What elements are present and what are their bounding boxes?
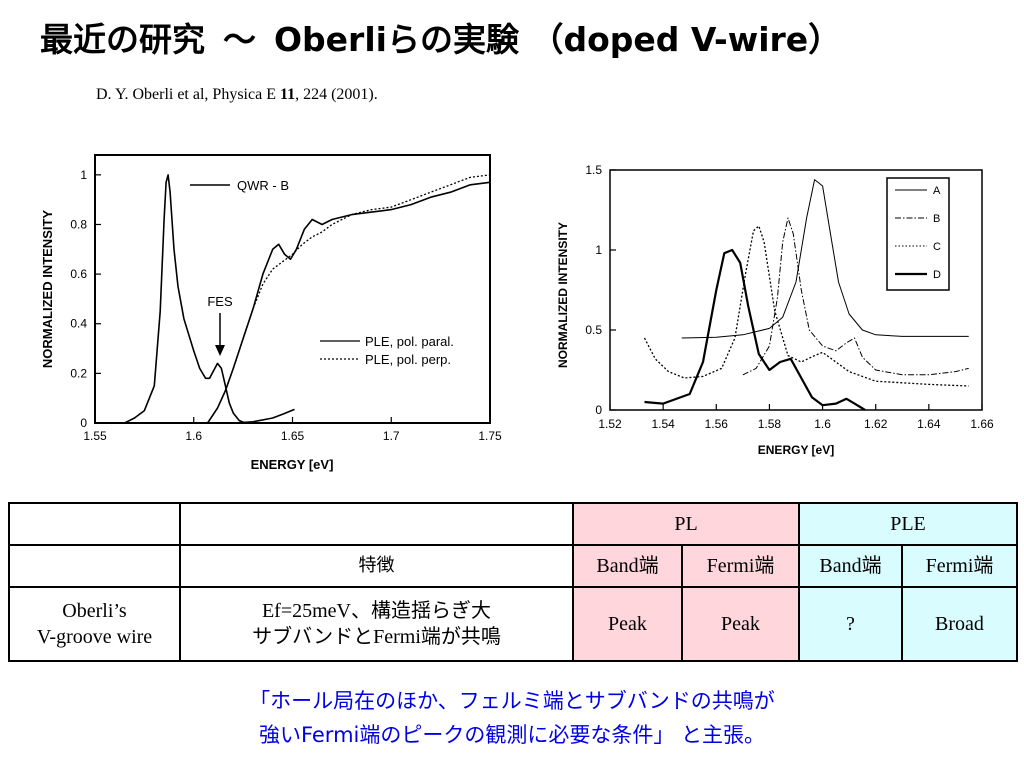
left-legend-qwr: QWR - B [237, 178, 289, 193]
row-label-line1: Oberli’s [62, 600, 127, 622]
series-line-2 [206, 181, 491, 424]
right-ylabel: NORMALIZED INTENSITY [556, 222, 570, 368]
x-tick-label: 1.52 [598, 417, 622, 431]
y-tick-label: 0.8 [70, 217, 87, 231]
left-annotation-fes: FES [207, 294, 233, 309]
left-chart: 1.55 1.6 1.65 1.7 1.75 0 0.2 0.4 0.6 0.8 1 NORMALI… [40, 154, 502, 472]
x-tick-label: 1.6 [185, 429, 202, 443]
row-label-line2: V-groove wire [36, 626, 153, 648]
title-main: 最近の研究 [40, 20, 205, 59]
citation: D. Y. Oberli et al, Physica E 11, 224 (2… [96, 86, 378, 104]
left-plot-area [124, 174, 491, 424]
title-sub: Oberliらの実験 [274, 20, 519, 59]
y-tick-label: 0.6 [70, 267, 87, 281]
table-row: Oberli’s V-groove wire Ef=25meV、構造揺らぎ大 サ… [8, 586, 1018, 662]
y-tick-label: 0.2 [70, 366, 87, 380]
series-line-1 [233, 408, 295, 424]
y-tick-label: 0 [595, 403, 602, 417]
right-plot-area [643, 179, 969, 411]
table-cell-empty [8, 502, 181, 546]
x-tick-label: 1.55 [83, 429, 107, 443]
y-tick-label: 0 [80, 416, 87, 430]
x-tick-label: 1.6 [814, 417, 831, 431]
table-row: 特徴 Band端 Fermi端 Band端 Fermi端 [8, 544, 1018, 588]
x-tick-label: 1.64 [917, 417, 941, 431]
table-header-feature: 特徴 [179, 544, 574, 588]
right-legend-d: D [933, 269, 941, 281]
table-subheader-ple-band: Band端 [798, 544, 903, 588]
right-legend-box [886, 177, 950, 291]
left-legend-paral: PLE, pol. paral. [365, 334, 454, 349]
y-tick-label: 1 [80, 168, 87, 182]
table-header-pl: PL [572, 502, 800, 546]
table-row-label: Oberli’s V-groove wire [8, 586, 181, 662]
conclusion-line2: 強いFermi端のピークの観測に必要な条件」 と主張。 [258, 723, 766, 747]
feature-line1: Ef=25meV、構造揺らぎ大 [261, 600, 492, 622]
y-tick-label: 0.5 [585, 323, 602, 337]
right-legend-b: B [933, 213, 940, 225]
left-annotation-arrowhead [215, 345, 225, 356]
left-ylabel: NORMALIZED INTENSITY [40, 210, 55, 368]
table-subheader-pl-band: Band端 [572, 544, 683, 588]
slide-title: 最近の研究 ～ Oberliらの実験 （doped V-wire） [40, 18, 1010, 62]
conclusion-line1: 「ホール局在のほか、フェルミ端とサブバンドの共鳴が [249, 689, 775, 713]
series-line-2 [643, 225, 969, 387]
x-tick-label: 1.7 [383, 429, 400, 443]
table-subheader-pl-fermi: Fermi端 [681, 544, 800, 588]
series-line-0 [681, 179, 969, 339]
title-paren: （doped V-wire） [530, 20, 842, 59]
table-cell-ple-fermi: Broad [901, 586, 1018, 662]
table-row: PL PLE [8, 502, 1018, 546]
right-legend-c: C [933, 241, 941, 253]
citation-volume: 11 [279, 86, 296, 103]
x-tick-label: 1.75 [478, 429, 502, 443]
table-cell-pl-band: Peak [572, 586, 683, 662]
series-line-1 [742, 217, 969, 376]
title-separator: ～ [223, 20, 256, 59]
right-chart: 1.52 1.54 1.56 1.58 1.6 1.62 1.64 1.6600.511.5 … [556, 163, 994, 457]
table-subheader-ple-fermi: Fermi端 [901, 544, 1018, 588]
series-line-3 [644, 248, 866, 411]
x-tick-label: 1.54 [651, 417, 675, 431]
conclusion-text: 「ホール局在のほか、フェルミ端とサブバンドの共鳴が 強いFermi端のピークの観… [0, 684, 1024, 752]
x-tick-label: 1.66 [970, 417, 994, 431]
citation-post: , 224 (2001). [295, 86, 378, 103]
y-tick-label: 1.5 [585, 163, 602, 177]
left-ticks: 1.55 1.6 1.65 1.7 1.75 0 0.2 0.4 0.6 0.8 1 [70, 168, 502, 443]
table-cell-pl-fermi: Peak [681, 586, 800, 662]
right-legend-a: A [933, 185, 941, 197]
right-xlabel: ENERGY [eV] [758, 443, 834, 457]
x-tick-label: 1.65 [281, 429, 305, 443]
series-line-3 [207, 174, 491, 424]
citation-pre: D. Y. Oberli et al, Physica E [96, 86, 280, 103]
feature-line2: サブバンドとFermi端が共鳴 [252, 626, 501, 648]
table-header-ple: PLE [798, 502, 1018, 546]
y-tick-label: 1 [595, 243, 602, 257]
y-tick-label: 0.4 [70, 317, 87, 331]
left-legend-perp: PLE, pol. perp. [365, 352, 451, 367]
table-cell-empty [8, 544, 181, 588]
x-tick-label: 1.56 [705, 417, 729, 431]
table-feature-cell: Ef=25meV、構造揺らぎ大 サブバンドとFermi端が共鳴 [179, 586, 574, 662]
right-ticks: 1.52 1.54 1.56 1.58 1.6 1.62 1.64 1.66 0 0.5 1 1.5 [585, 163, 994, 431]
table-cell-ple-band: ? [798, 586, 903, 662]
x-tick-label: 1.62 [864, 417, 888, 431]
x-tick-label: 1.58 [758, 417, 782, 431]
left-xlabel: ENERGY [eV] [251, 457, 334, 472]
right-plot-frame [609, 169, 983, 411]
table-cell-empty [179, 502, 574, 546]
summary-table: PL PLE 特徴 Band端 Fermi端 Band端 Fermi端 Ober… [8, 502, 1018, 662]
